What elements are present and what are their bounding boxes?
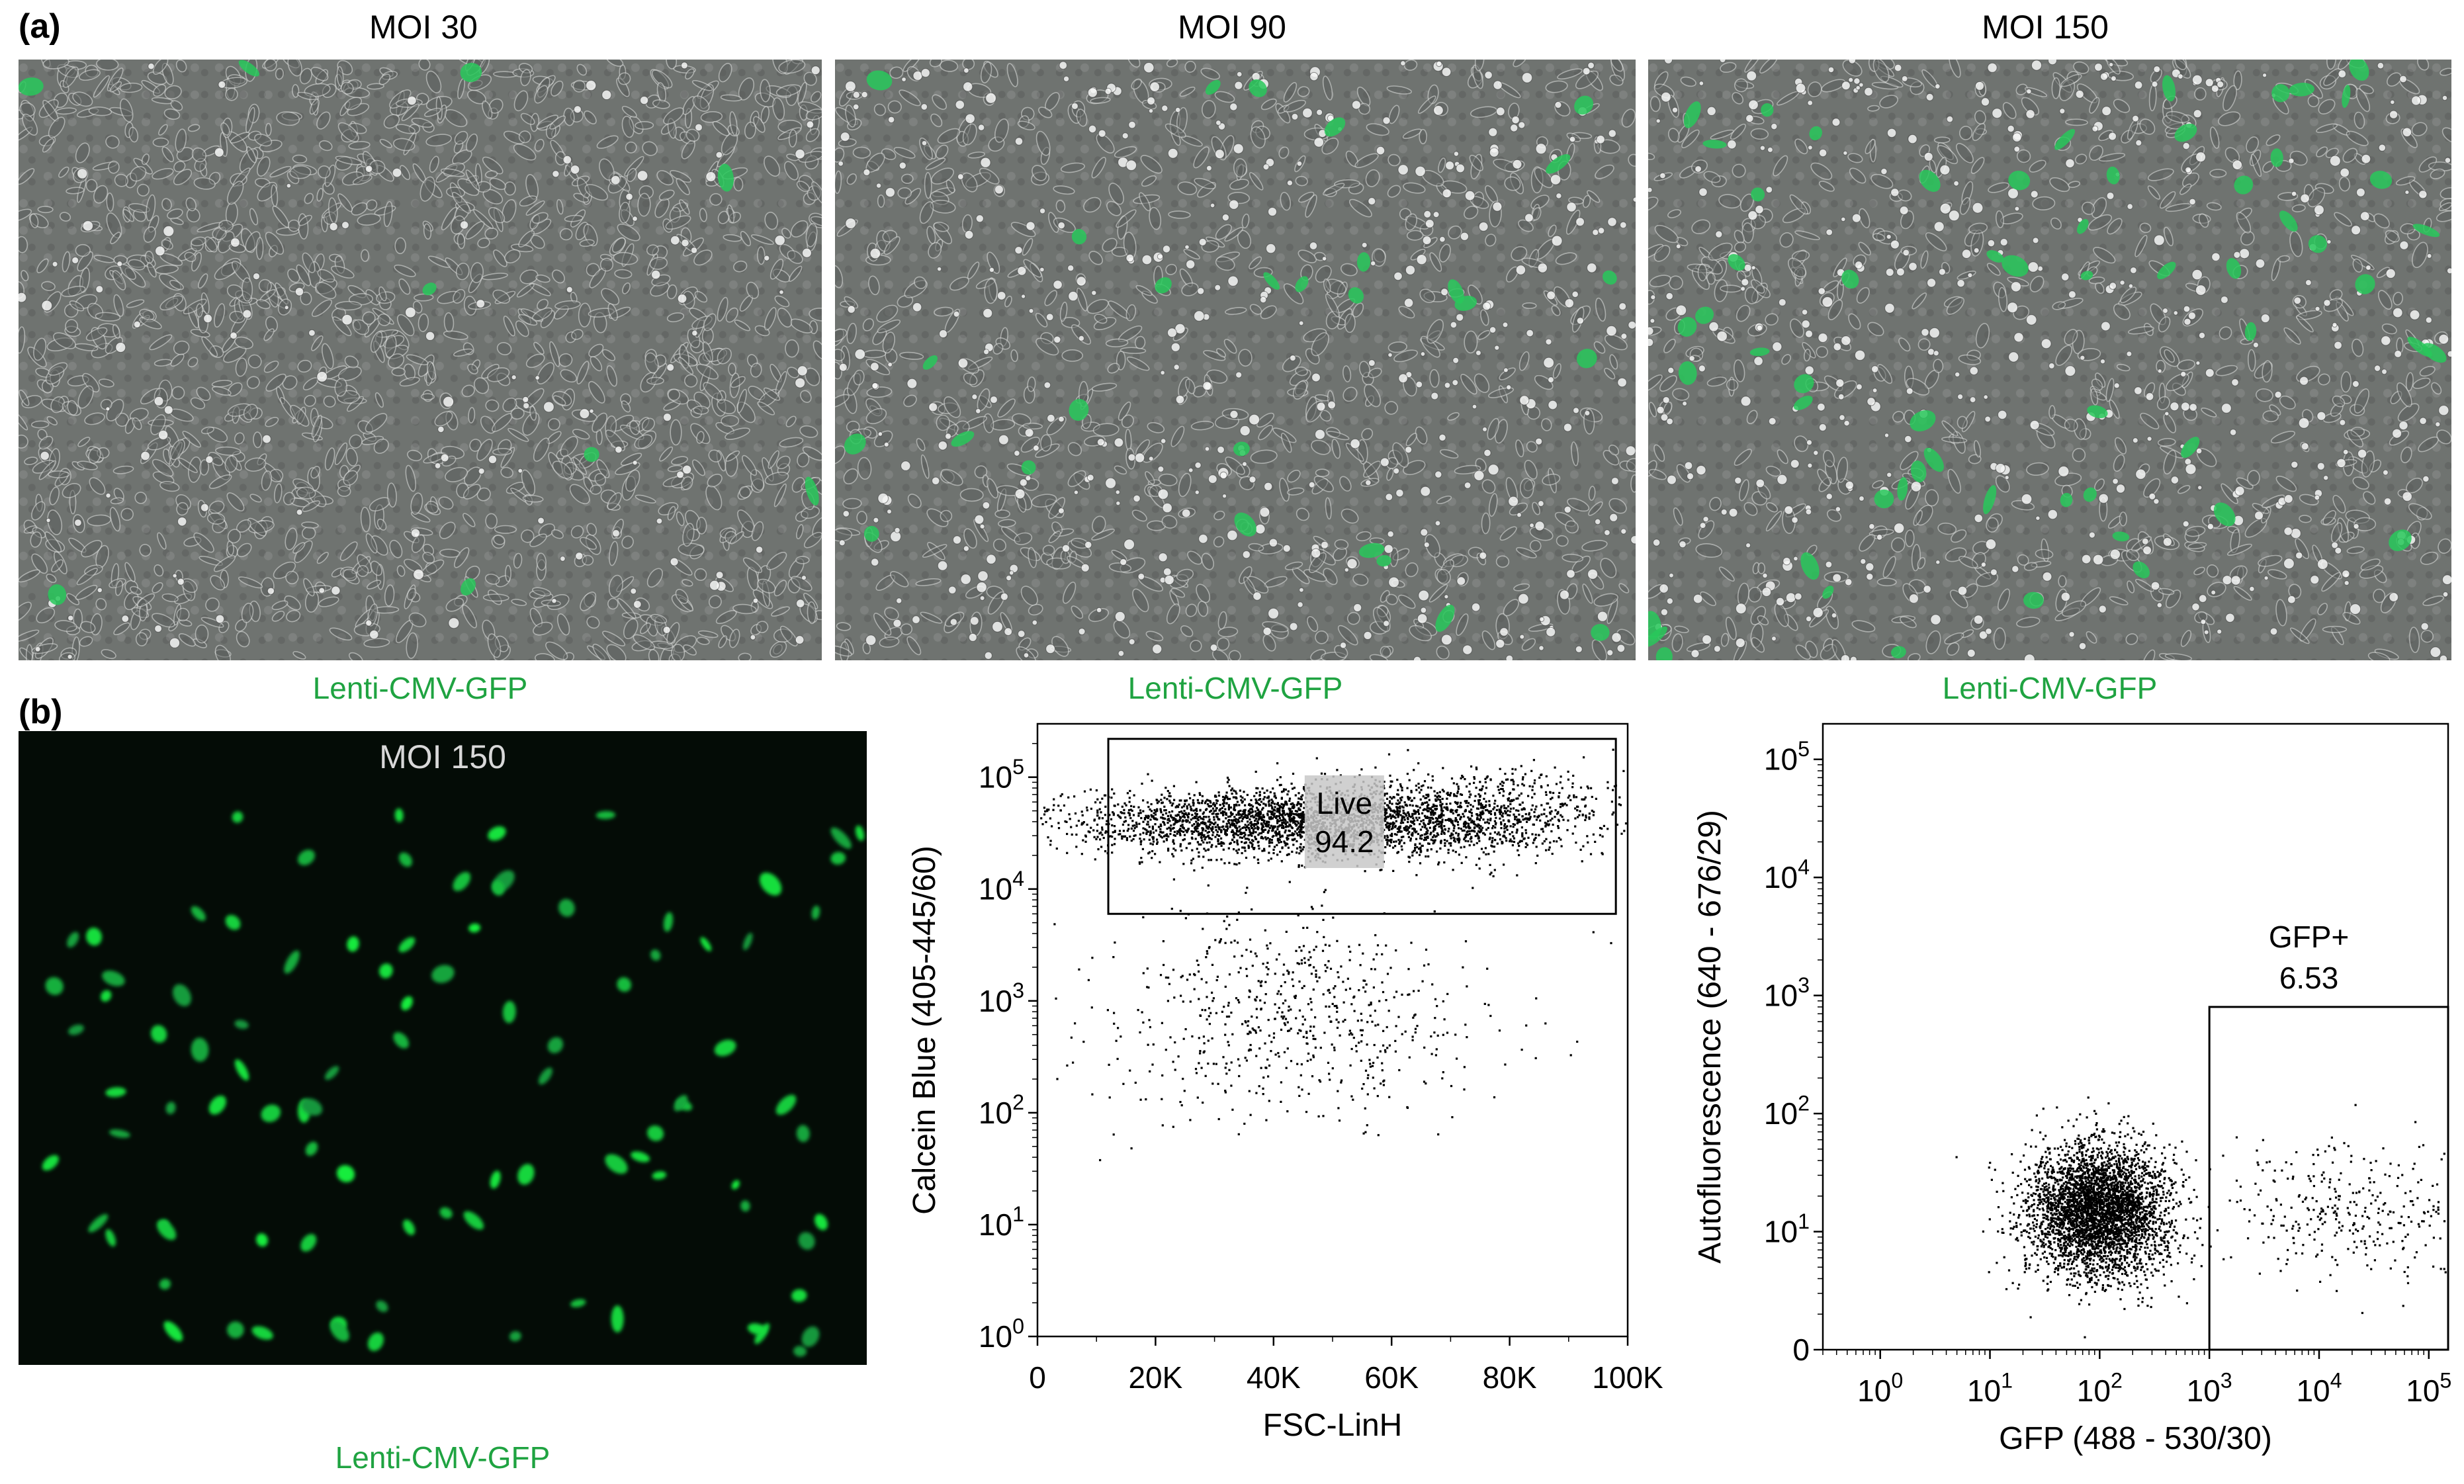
flow-plot-live-gate: 0 20K 40K 60K 80K 100K 100 101 102 103 104 105 FSC-L… [907,722,1663,1443]
cells-layer-moi-30 [19,60,822,660]
x-axis-label: GFP (488 - 530/30) [1999,1421,2272,1456]
gate-label-box [1304,775,1384,868]
y-tick-label: 104 [979,867,1024,906]
x-tick-label: 80K [1483,1360,1537,1395]
gate-name: Live [1317,786,1372,820]
moi-90-title: MOI 90 [1178,9,1286,46]
y-tick-label: 105 [1764,737,1810,777]
y-axis-label: Calcein Blue (405-445/60) [907,846,942,1215]
x-tick-label: 100 [1857,1368,1903,1408]
x-tick-label: 60K [1364,1360,1419,1395]
gfp-cells-layer [42,808,865,1357]
y-tick-label: 0 [1792,1332,1810,1367]
x-tick-label: 103 [2187,1368,2232,1408]
y-tick-label: 101 [1764,1209,1810,1249]
y-tick-label: 105 [979,755,1024,795]
gate-value: 94.2 [1315,824,1374,859]
moi-150-title: MOI 150 [1982,9,2109,46]
x-tick-label: 20K [1128,1360,1182,1395]
y-tick-label: 103 [1764,973,1810,1013]
y-axis-label: Autofluorescence (640 - 676/29) [1693,810,1728,1264]
y-tick-label: 102 [1764,1091,1810,1131]
micrograph-moi-30 [19,60,822,660]
micrograph-moi-90 [835,60,1636,660]
y-tick-label: 102 [979,1090,1024,1130]
gate-value: 6.53 [2279,961,2339,995]
x-tick-label: 102 [2077,1368,2123,1408]
fluorescence-caption: Lenti-CMV-GFP [335,1440,550,1475]
y-tick-label: 101 [979,1202,1024,1242]
y-tick-label: 103 [979,979,1024,1018]
cells-layer-moi-150 [1648,60,2451,660]
fluorescence-overlay-label: MOI 150 [379,738,506,775]
y-tick-label: 104 [1764,855,1810,895]
gate-name: GFP+ [2269,920,2349,954]
moi-30-caption: Lenti-CMV-GFP [312,671,528,705]
moi-150-caption: Lenti-CMV-GFP [1942,671,2158,705]
fluorescence-micrograph: MOI 150 [19,731,867,1365]
x-tick-label: 105 [2406,1368,2451,1408]
x-tick-label: 101 [1967,1368,2013,1408]
panel-b-label: (b) [19,693,63,731]
x-tick-label: 0 [1029,1360,1046,1395]
gate-rectangle [2208,1006,2449,1351]
moi-30-title: MOI 30 [369,9,478,46]
x-tick-label: 100K [1592,1360,1663,1395]
x-tick-label: 104 [2296,1368,2342,1408]
x-axis-label: FSC-LinH [1263,1408,1403,1443]
cells-layer-moi-90 [835,60,1636,660]
panel-a-label: (a) [19,7,61,46]
flow-plot-gfp-gate: 100 101 102 103 104 105 0 101 102 103 104 105 GFP (4… [1693,722,2451,1456]
data-points [1955,1096,2447,1338]
x-tick-label: 40K [1247,1360,1301,1395]
gate-rectangle [1107,738,1617,915]
micrograph-moi-150 [1648,60,2451,660]
y-tick-label: 100 [979,1314,1024,1354]
moi-90-caption: Lenti-CMV-GFP [1127,671,1343,705]
